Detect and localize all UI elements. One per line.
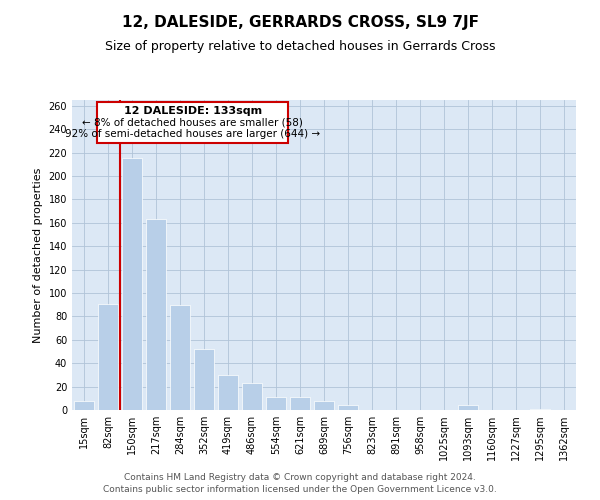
Text: 12 DALESIDE: 133sqm: 12 DALESIDE: 133sqm (124, 106, 262, 116)
Text: Contains public sector information licensed under the Open Government Licence v3: Contains public sector information licen… (103, 485, 497, 494)
Bar (458, 406, 478, 410)
Bar (338, 406, 358, 410)
Y-axis label: Number of detached properties: Number of detached properties (33, 168, 43, 342)
Text: 12, DALESIDE, GERRARDS CROSS, SL9 7JF: 12, DALESIDE, GERRARDS CROSS, SL9 7JF (121, 15, 479, 30)
Bar (242, 383, 262, 410)
Bar (218, 375, 238, 410)
Text: 92% of semi-detached houses are larger (644) →: 92% of semi-detached houses are larger (… (65, 129, 320, 139)
Bar (74, 400, 94, 410)
Bar (146, 220, 166, 410)
Text: ← 8% of detached houses are smaller (58): ← 8% of detached houses are smaller (58) (82, 118, 303, 128)
Bar (530, 409, 550, 410)
Bar (314, 400, 334, 410)
Bar (266, 397, 286, 410)
Bar (98, 304, 118, 410)
Bar (122, 158, 142, 410)
Text: Size of property relative to detached houses in Gerrards Cross: Size of property relative to detached ho… (105, 40, 495, 53)
Bar (194, 349, 214, 410)
Text: Contains HM Land Registry data © Crown copyright and database right 2024.: Contains HM Land Registry data © Crown c… (124, 474, 476, 482)
FancyBboxPatch shape (97, 102, 288, 144)
Bar (170, 304, 190, 410)
Bar (290, 397, 310, 410)
